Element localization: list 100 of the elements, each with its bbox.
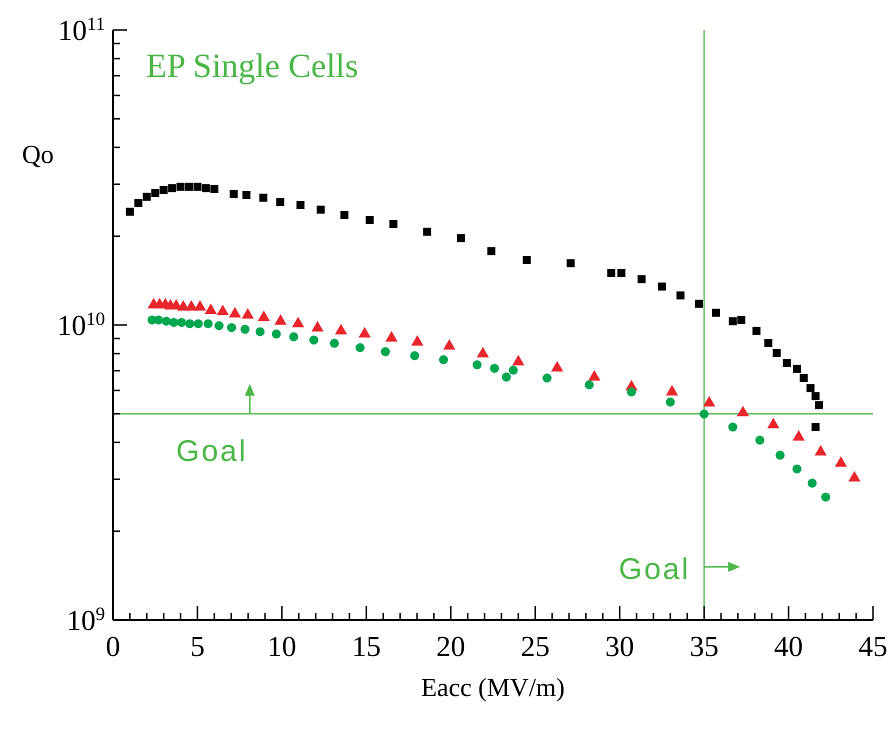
point (296, 201, 304, 210)
point (607, 269, 616, 278)
point (423, 228, 432, 236)
point (154, 315, 164, 324)
point (151, 189, 160, 198)
point (411, 335, 424, 346)
point (522, 256, 531, 264)
point (216, 304, 229, 316)
point (821, 492, 830, 502)
y-tick-label: 10$^{11}$ (58, 14, 105, 47)
point (389, 220, 398, 228)
point (736, 406, 750, 416)
point (782, 359, 791, 368)
y-tick-label: 10$^{9}$ (66, 604, 105, 637)
point (176, 182, 185, 191)
point (712, 308, 720, 317)
point (177, 318, 186, 327)
point (512, 354, 524, 366)
point (792, 430, 805, 441)
point (542, 374, 552, 383)
point (242, 190, 250, 199)
point (806, 384, 815, 392)
point (834, 456, 847, 467)
point (126, 208, 134, 216)
point (814, 445, 827, 456)
y-axis-title: Qo (22, 140, 54, 170)
x-tick-label: 10 (267, 631, 296, 663)
point (366, 216, 374, 224)
point (242, 308, 254, 319)
point (666, 384, 678, 396)
point (258, 310, 270, 322)
point (439, 355, 448, 364)
point (848, 470, 860, 482)
point (330, 338, 339, 348)
point (502, 372, 511, 382)
point (793, 364, 801, 373)
point (703, 396, 716, 407)
point (443, 339, 456, 350)
point (767, 418, 780, 428)
x-tick-label: 15 (352, 631, 381, 663)
point (134, 199, 142, 208)
point (737, 316, 746, 324)
point (162, 316, 171, 326)
point (658, 282, 666, 291)
point (204, 319, 213, 328)
point (666, 398, 675, 407)
point (755, 436, 764, 445)
ref-line-label: Goal (618, 552, 690, 586)
point (259, 194, 268, 202)
point (728, 317, 737, 326)
point (490, 364, 500, 373)
point (256, 327, 265, 336)
x-tick-label: 45 (858, 631, 888, 663)
point (169, 318, 178, 327)
point (814, 401, 823, 410)
point (356, 343, 365, 352)
point (292, 316, 304, 328)
point (142, 192, 151, 201)
point (456, 234, 465, 242)
point (700, 410, 709, 419)
point (776, 450, 785, 460)
point (410, 351, 420, 360)
x-tick-label: 30 (605, 631, 634, 663)
y-tick-label: 10$^{10}$ (57, 308, 105, 342)
point (676, 291, 684, 300)
point (193, 182, 202, 191)
point (584, 380, 594, 390)
text: EP Single Cells (146, 48, 358, 86)
point (472, 360, 482, 370)
point (728, 422, 738, 432)
point (812, 392, 820, 400)
point (185, 300, 198, 311)
point (230, 190, 238, 198)
point (160, 186, 168, 194)
point (808, 478, 817, 488)
point (202, 184, 210, 192)
point (638, 275, 646, 284)
point (380, 347, 390, 356)
x-axis-title: Eacc (MV/m) (420, 673, 566, 703)
point (487, 247, 496, 256)
point (309, 336, 318, 345)
point (588, 370, 600, 381)
point (800, 374, 808, 382)
point (566, 259, 575, 268)
point (210, 185, 218, 194)
point (316, 206, 325, 214)
point (289, 332, 298, 342)
point (214, 321, 224, 330)
point (812, 423, 820, 432)
ref-line-label: Goal (176, 434, 248, 468)
point (340, 210, 348, 219)
point (752, 326, 760, 335)
point (772, 348, 781, 357)
point (626, 387, 636, 396)
point (272, 330, 281, 339)
x-tick-label: 25 (520, 631, 550, 663)
point (792, 464, 802, 474)
point (358, 327, 371, 338)
point (764, 338, 772, 347)
x-tick-label: 5 (190, 631, 205, 663)
